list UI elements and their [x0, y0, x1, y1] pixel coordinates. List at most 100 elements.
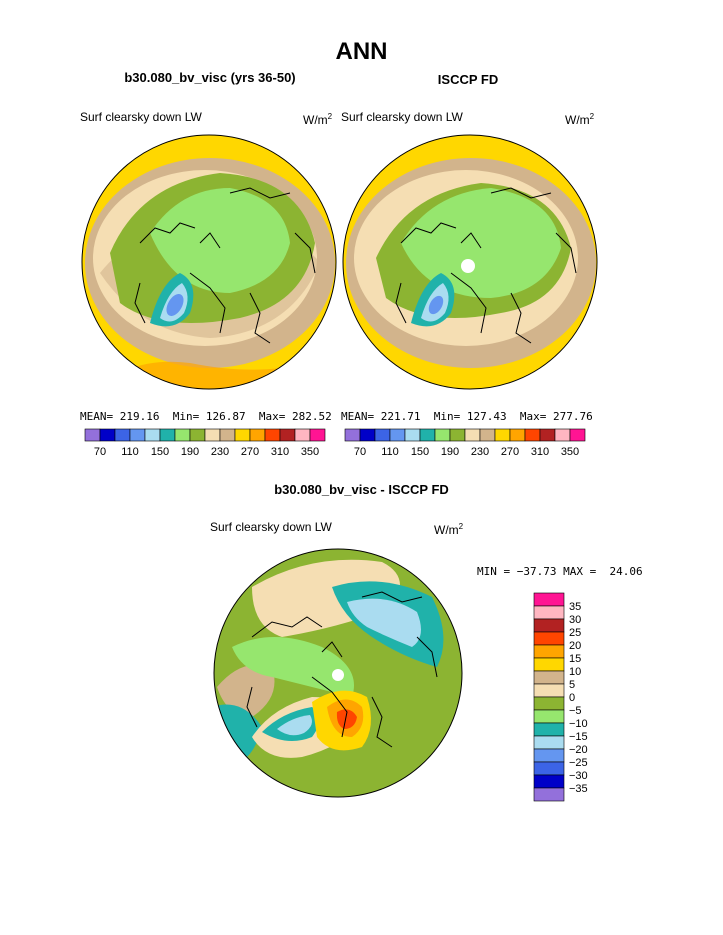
left-colorbar-label: 110 — [121, 446, 139, 458]
left-colorbar-label: 230 — [211, 446, 229, 458]
left-panel-header: b30.080_bv_visc (yrs 36-50) — [124, 70, 296, 85]
right-mean-label: MEAN= — [341, 410, 375, 423]
right-max-value: 277.76 — [553, 410, 593, 423]
diff-colorbar-swatch — [533, 748, 565, 763]
right-colorbar-swatch — [464, 428, 481, 442]
diff-colorbar-swatch — [533, 670, 565, 685]
left-colorbar-swatch — [219, 428, 236, 442]
diff-map-pole-missing — [332, 669, 344, 681]
right-colorbar-label: 190 — [441, 446, 459, 458]
right-colorbar-swatch — [509, 428, 526, 442]
left-map-band-lightgreen — [150, 188, 290, 293]
right-colorbar-swatch — [539, 428, 556, 442]
diff-colorbar-swatch — [533, 618, 565, 633]
left-colorbar-label: 70 — [94, 446, 106, 458]
left-colorbar-swatch — [279, 428, 296, 442]
right-units-base: W/m — [565, 113, 590, 127]
diff-colorbar-swatch — [533, 774, 565, 789]
diff-colorbar-swatch — [533, 787, 565, 802]
diff-map-wheat-top — [252, 559, 400, 637]
diff-colorbar-label: −5 — [569, 705, 582, 717]
left-map-border — [81, 134, 337, 390]
left-colorbar-swatch — [84, 428, 101, 442]
diff-colorbar-swatch — [533, 709, 565, 724]
diff-map-lightblue-right — [347, 598, 421, 647]
diff-map-lightgreen-mid — [232, 637, 354, 697]
right-colorbar-swatch — [449, 428, 466, 442]
left-colorbar-swatch — [129, 428, 146, 442]
left-colorbar-label: 150 — [151, 446, 169, 458]
right-colorbar-swatch — [569, 428, 586, 442]
right-colorbar-swatch — [344, 428, 361, 442]
diff-units-exp: 2 — [458, 522, 464, 531]
diff-colorbar-swatch — [533, 657, 565, 672]
diff-colorbar-label: −25 — [569, 757, 588, 769]
right-colorbar-label: 270 — [501, 446, 519, 458]
left-colorbar-swatch — [174, 428, 191, 442]
right-panel-header: ISCCP FD — [437, 72, 499, 87]
diff-units-base: W/m — [434, 523, 459, 537]
left-max-value: 282.52 — [292, 410, 332, 423]
right-units-label: W/m2 — [565, 112, 594, 127]
diff-polar-map — [213, 548, 463, 798]
right-map-greenland-blue — [428, 295, 444, 315]
left-mean-value: 219.16 — [119, 410, 160, 423]
left-colorbar-swatch — [294, 428, 311, 442]
right-units-exp: 2 — [589, 112, 595, 121]
left-stats: MEAN= 219.16 Min= 126.87 Max= 282.52 — [80, 410, 332, 423]
right-polar-map — [342, 134, 598, 390]
diff-colorbar-swatch — [533, 761, 565, 776]
right-colorbar-swatch — [404, 428, 421, 442]
left-min-label: Min= — [172, 410, 200, 423]
page-title: ANN — [335, 38, 388, 65]
right-colorbar-label: 230 — [471, 446, 489, 458]
diff-colorbar-label: 30 — [569, 614, 581, 626]
right-min-value: 127.43 — [466, 410, 507, 423]
diff-variable-label: Surf clearsky down LW — [210, 520, 332, 534]
right-colorbar-label: 350 — [561, 446, 579, 458]
diff-map-border — [213, 548, 463, 798]
diff-colorbar-label: −20 — [569, 744, 588, 756]
left-colorbar-label: 190 — [181, 446, 199, 458]
left-map-greenland-blue — [166, 294, 184, 316]
left-colorbar-label: 350 — [301, 446, 319, 458]
left-colorbar-swatch — [189, 428, 206, 442]
diff-colorbar-label: 5 — [569, 679, 575, 691]
right-max-label: Max= — [519, 410, 547, 423]
diff-colorbar-swatch — [533, 644, 565, 659]
right-colorbar-label: 110 — [381, 446, 399, 458]
right-colorbar-swatch — [419, 428, 436, 442]
left-map-coastlines — [134, 187, 316, 344]
left-max-label: Max= — [258, 410, 286, 423]
left-units-base: W/m — [303, 113, 328, 127]
right-colorbar-label: 150 — [411, 446, 429, 458]
diff-colorbar-swatch — [533, 722, 565, 737]
left-colorbar-swatch — [204, 428, 221, 442]
right-min-label: Min= — [433, 410, 461, 423]
right-colorbar-swatch — [479, 428, 496, 442]
right-colorbar-swatch — [434, 428, 451, 442]
left-units-label: W/m2 — [303, 112, 332, 127]
right-map-band-lightgreen — [401, 188, 561, 298]
left-min-value: 126.87 — [205, 410, 246, 423]
diff-colorbar-label: −30 — [569, 770, 588, 782]
diff-map-coastlines — [246, 591, 438, 748]
left-colorbar-label: 270 — [241, 446, 259, 458]
right-map-border — [342, 134, 598, 390]
diff-colorbar-label: −15 — [569, 731, 588, 743]
diff-colorbar-label: 10 — [569, 666, 581, 678]
left-mean-label: MEAN= — [80, 410, 114, 423]
left-colorbar-swatch — [249, 428, 266, 442]
diff-colorbar-swatch — [533, 592, 565, 607]
right-colorbar-swatch — [524, 428, 541, 442]
diff-colorbar-label: 35 — [569, 601, 581, 613]
diff-colorbar-swatch — [533, 683, 565, 698]
left-units-exp: 2 — [327, 112, 333, 121]
left-colorbar-swatch — [114, 428, 131, 442]
diff-colorbar-label: −35 — [569, 783, 588, 795]
left-colorbar-swatch — [234, 428, 251, 442]
left-colorbar-swatch — [309, 428, 326, 442]
left-colorbar-swatch — [144, 428, 161, 442]
right-colorbar: 70 110 150 190 230 270 310 350 — [344, 428, 586, 458]
